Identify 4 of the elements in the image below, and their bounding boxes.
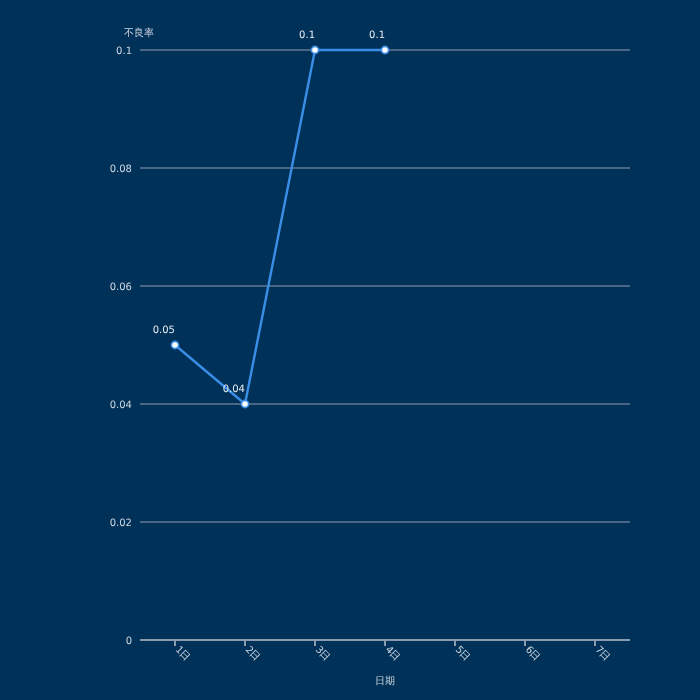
- point: [240, 399, 250, 409]
- point: [310, 45, 320, 55]
- point: [170, 340, 180, 350]
- point: [380, 45, 390, 55]
